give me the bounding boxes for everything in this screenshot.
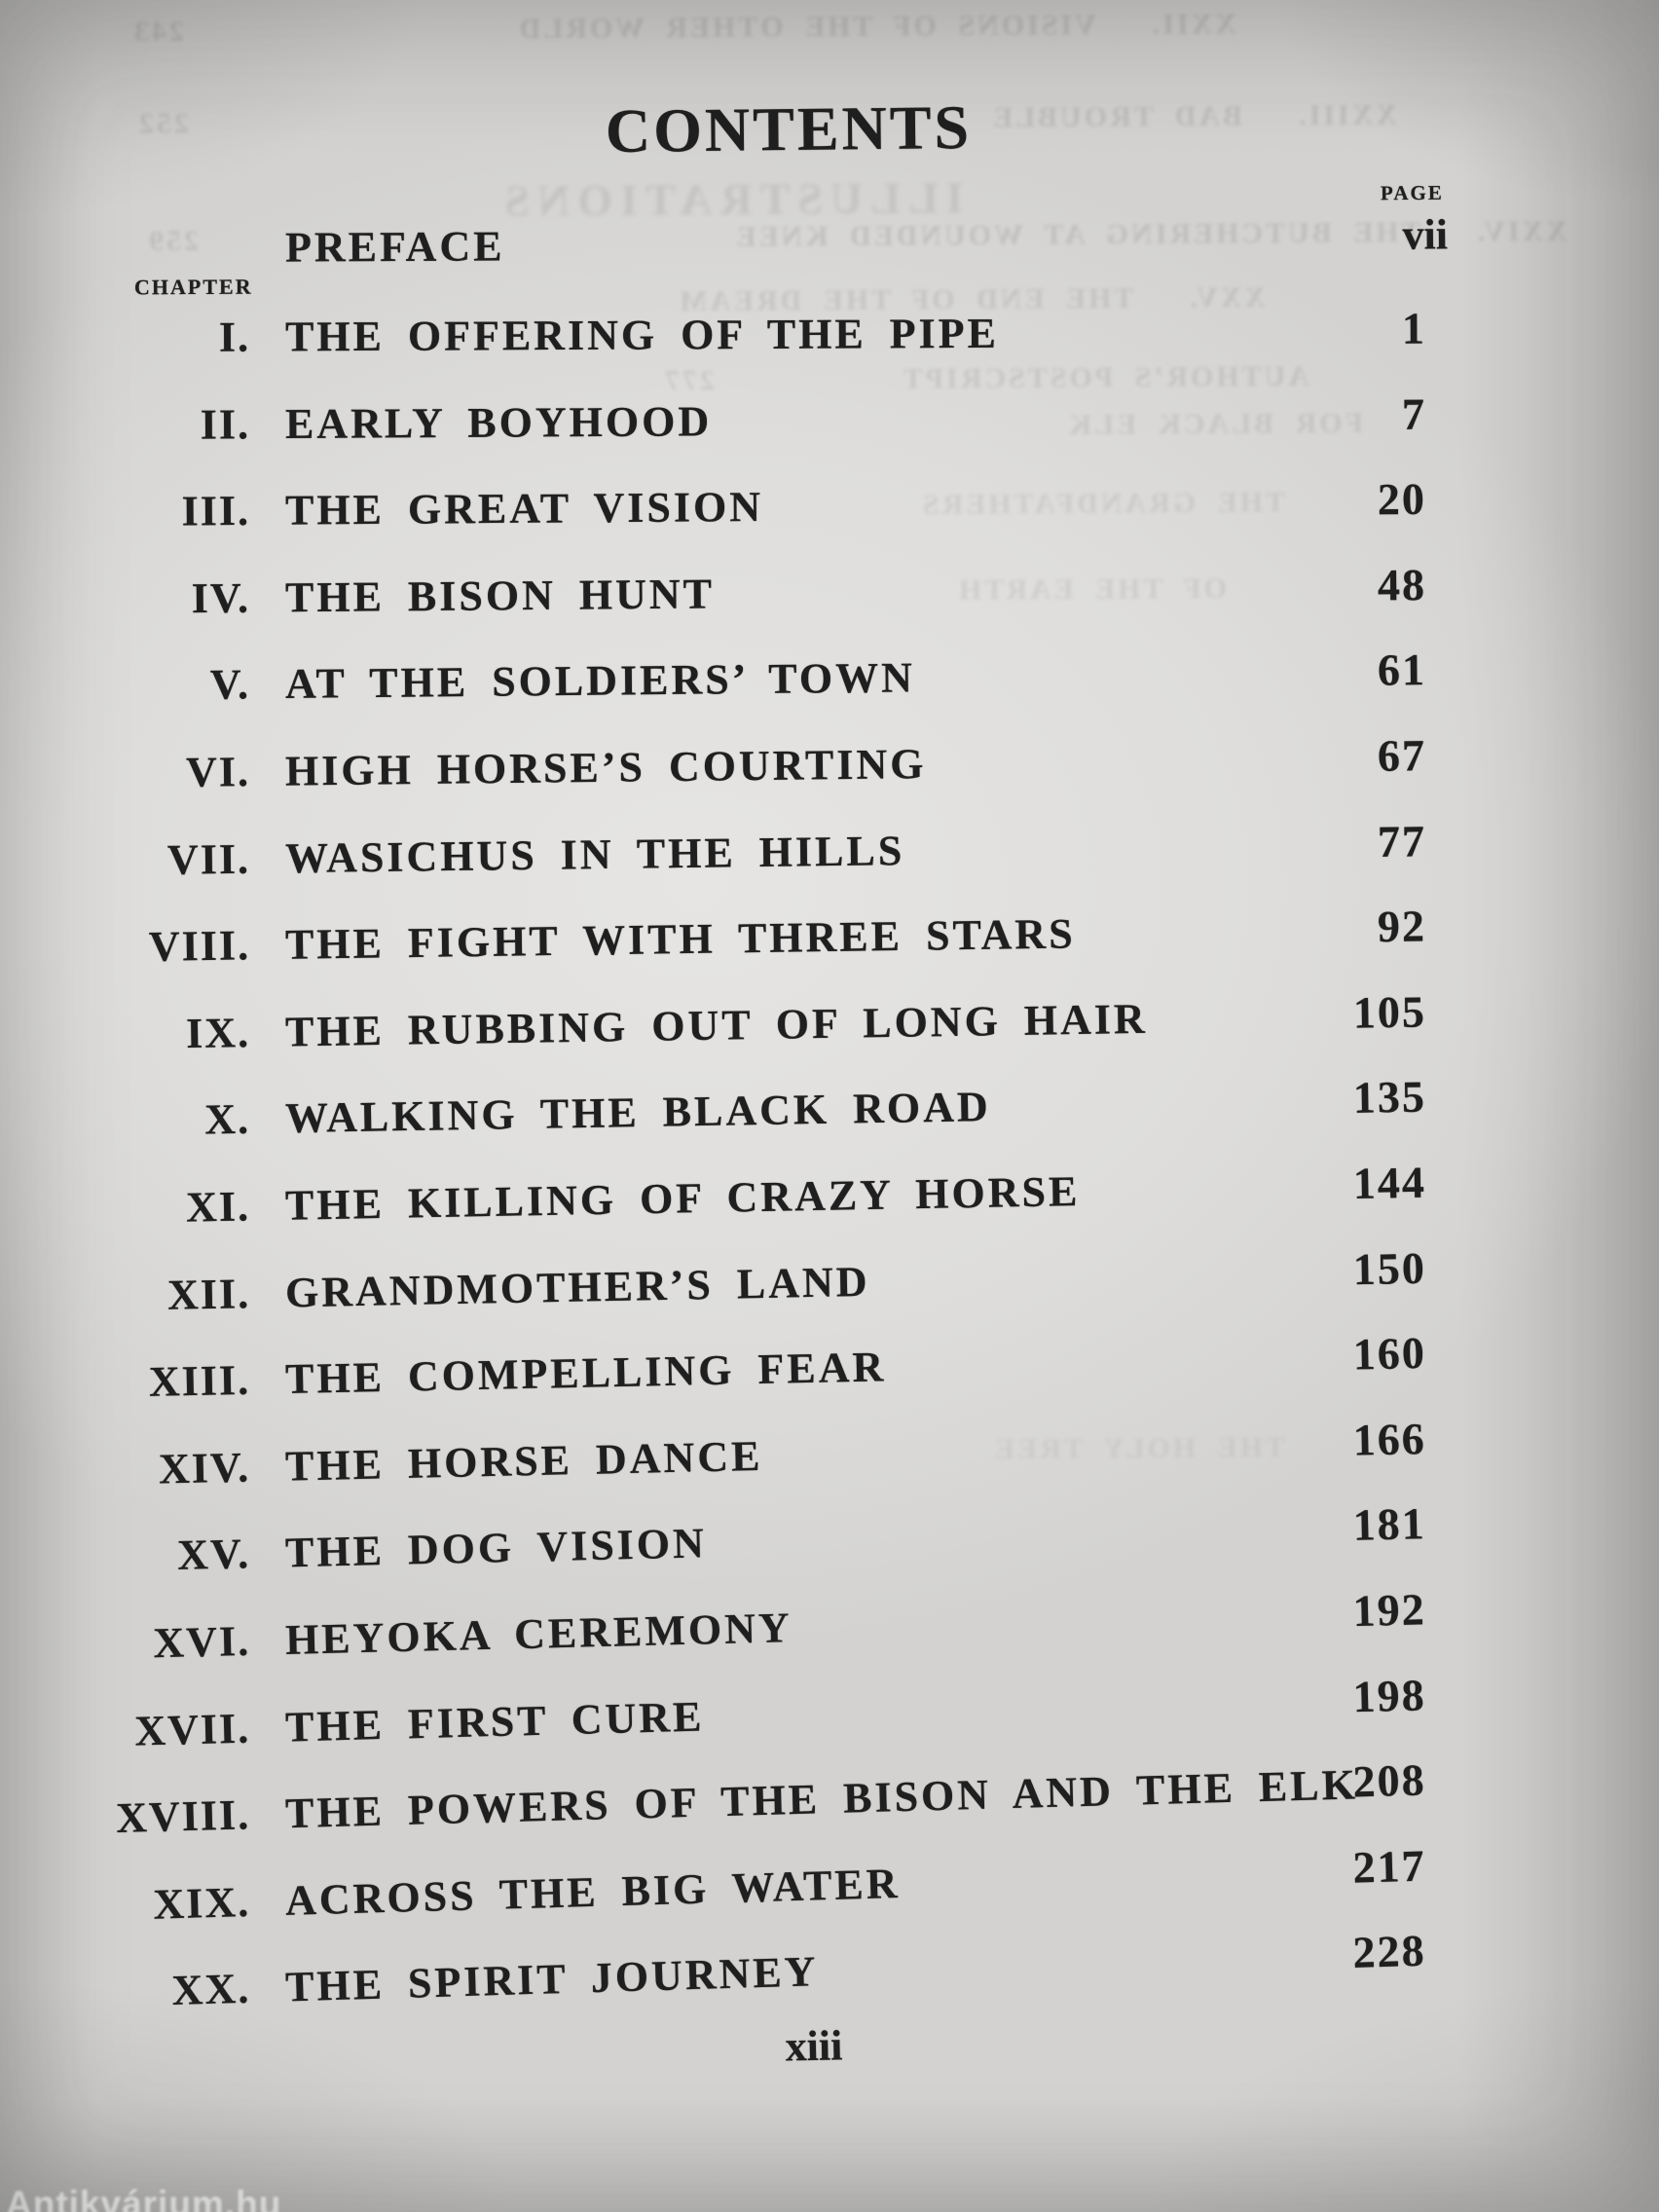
table-row: XII. GRANDMOTHER’S LAND 150	[94, 1243, 1427, 1326]
chapter-title: WALKING THE BLACK ROAD	[284, 1083, 992, 1143]
chapter-title: HEYOKA CEREMONY	[284, 1604, 793, 1664]
chapter-numeral: VII.	[166, 834, 251, 884]
chapter-page: 77	[1377, 816, 1427, 866]
chapter-page: 150	[1352, 1242, 1427, 1295]
chapter-title: GRANDMOTHER’S LAND	[284, 1257, 870, 1317]
chapter-numeral: V.	[209, 660, 251, 709]
table-row: XVII. THE FIRST CURE 198	[94, 1670, 1427, 1761]
chapter-page: 48	[1377, 559, 1427, 610]
chapter-numeral: XIII.	[148, 1355, 251, 1406]
table-row: I. THE OFFERING OF THE PIPE 1	[94, 304, 1426, 368]
table-row: IV. THE BISON HUNT 48	[94, 560, 1427, 629]
table-row: XI. THE KILLING OF CRAZY HORSE 144	[94, 1158, 1427, 1239]
chapter-numeral: XII.	[166, 1270, 251, 1319]
chapter-page: 217	[1351, 1840, 1427, 1893]
chapter-page: 105	[1352, 986, 1427, 1038]
chapter-title: WASICHUS IN THE HILLS	[284, 827, 905, 883]
chapter-title: THE COMPELLING FEAR	[284, 1343, 887, 1404]
chapter-numeral: IX.	[185, 1009, 251, 1058]
table-row: XVIII. THE POWERS OF THE BISON AND THE E…	[93, 1754, 1427, 1848]
chapter-title: THE SPIRIT JOURNEY	[284, 1947, 820, 2011]
chapter-page: 61	[1377, 645, 1427, 695]
chapter-numeral: VIII.	[148, 921, 251, 971]
chapter-title: ACROSS THE BIG WATER	[284, 1859, 902, 1925]
chapter-numeral: VI.	[185, 747, 251, 796]
table-row: VIII. THE FIGHT WITH THREE STARS 92	[94, 901, 1427, 977]
chapter-numeral: XV.	[176, 1530, 251, 1579]
chapter-numeral: X.	[203, 1094, 251, 1144]
table-row: VII. WASICHUS IN THE HILLS 77	[94, 816, 1427, 890]
chapter-title: THE HORSE DANCE	[284, 1431, 763, 1491]
chapter-page: 181	[1352, 1498, 1427, 1550]
table-row: XX. THE SPIRIT JOURNEY 228	[93, 1926, 1426, 2023]
chapter-numeral: XVIII.	[115, 1790, 251, 1842]
chapter-numeral: IV.	[191, 573, 251, 623]
table-row: II. EARLY BOYHOOD 7	[94, 389, 1427, 455]
chapter-page: 67	[1377, 730, 1427, 781]
chapter-page: 166	[1352, 1414, 1427, 1465]
table-row: XVI. HEYOKA CEREMONY 192	[94, 1584, 1427, 1675]
table-row: IX. THE RUBBING OUT OF LONG HAIR 105	[94, 986, 1427, 1064]
chapter-title: EARLY BOYHOOD	[284, 397, 713, 449]
chapter-numeral: XVI.	[152, 1616, 251, 1668]
chapter-title: THE DOG VISION	[284, 1519, 708, 1577]
table-row: XIV. THE HORSE DANCE 166	[94, 1414, 1427, 1500]
chapter-numeral: II.	[200, 400, 251, 449]
chapter-title: THE GREAT VISION	[284, 482, 764, 535]
chapter-numeral: III.	[181, 486, 251, 535]
table-row: III. THE GREAT VISION 20	[94, 474, 1426, 541]
chapter-title: AT THE SOLDIERS’ TOWN	[284, 653, 916, 708]
chapter-title: THE FIGHT WITH THREE STARS	[284, 909, 1076, 969]
chapter-page: 228	[1351, 1925, 1427, 1977]
chapter-numeral: XVII.	[133, 1704, 251, 1755]
chapter-title: HIGH HORSE’S COURTING	[284, 740, 927, 795]
chapter-title: THE RUBBING OUT OF LONG HAIR	[284, 994, 1149, 1056]
chapter-title: THE FIRST CURE	[284, 1692, 705, 1751]
chapter-page: 1	[1401, 303, 1427, 353]
chapter-title: THE OFFERING OF THE PIPE	[284, 309, 1000, 361]
chapter-page: 7	[1401, 388, 1427, 439]
table-row: XIII. THE COMPELLING FEAR 160	[94, 1328, 1427, 1413]
chapter-page: 208	[1351, 1754, 1427, 1807]
table-row: V. AT THE SOLDIERS’ TOWN 61	[94, 645, 1427, 716]
chapter-page: 198	[1351, 1670, 1427, 1722]
chapter-title: THE POWERS OF THE BISON AND THE ELK	[284, 1760, 1359, 1838]
chapter-numeral: XI.	[185, 1182, 251, 1232]
chapter-numeral: XIX.	[152, 1877, 251, 1929]
chapter-page: 144	[1352, 1157, 1427, 1209]
table-row: XIX. ACROSS THE BIG WATER 217	[93, 1841, 1426, 1936]
chapter-page: 160	[1352, 1327, 1427, 1380]
table-row: XV. THE DOG VISION 181	[94, 1498, 1427, 1587]
chapter-numeral: I.	[218, 313, 251, 361]
table-row: VI. HIGH HORSE’S COURTING 67	[94, 730, 1427, 803]
chapter-title: THE BISON HUNT	[284, 570, 716, 622]
chapter-numeral: XX.	[170, 1964, 251, 2014]
antikvarium-watermark: Antikvárium.hu	[6, 2184, 282, 2212]
chapter-page: 20	[1377, 473, 1427, 525]
chapter-page: 135	[1352, 1071, 1427, 1123]
chapter-page: 192	[1352, 1584, 1427, 1637]
chapter-title: THE KILLING OF CRAZY HORSE	[284, 1167, 1081, 1230]
chapter-numeral: XIV.	[158, 1443, 251, 1493]
chapter-page: 92	[1377, 901, 1427, 952]
table-row: X. WALKING THE BLACK ROAD 135	[94, 1072, 1427, 1152]
